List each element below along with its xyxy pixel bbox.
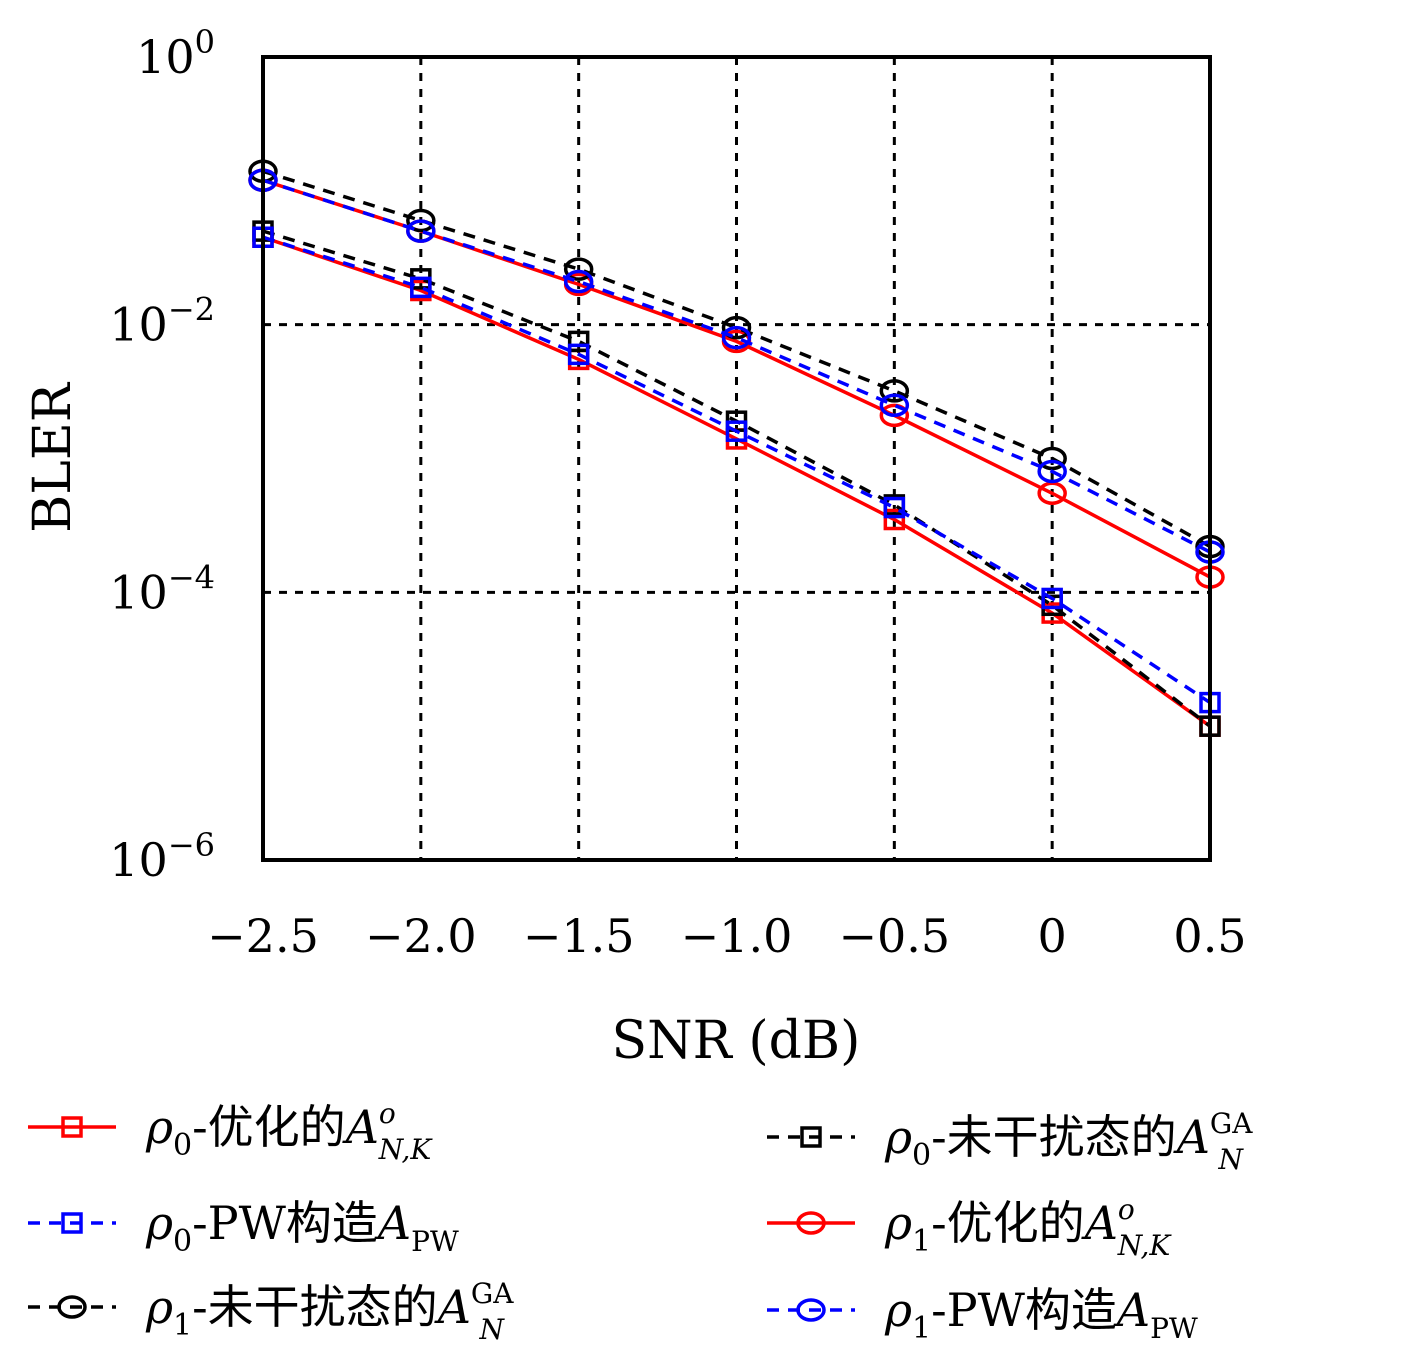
data-point bbox=[410, 276, 432, 299]
legend-label: ρ1-优化的Ao N,K bbox=[884, 1193, 1172, 1262]
data-point bbox=[721, 325, 752, 350]
legend-label: ρ0-未干扰态的AGA N bbox=[884, 1107, 1253, 1176]
x-tick-label: −2.5 bbox=[207, 909, 319, 963]
series-line-5 bbox=[262, 178, 1211, 554]
legend-item: ρ1-优化的Ao N,K bbox=[767, 1193, 1172, 1262]
x-tick-label: −1.0 bbox=[681, 909, 793, 963]
x-tick-label: 0 bbox=[1038, 909, 1067, 963]
data-point bbox=[883, 508, 906, 531]
data-point bbox=[1037, 481, 1067, 505]
data-point bbox=[563, 257, 594, 281]
legend-marker bbox=[61, 1212, 83, 1234]
legend-item: ρ0-PW构造APW bbox=[28, 1196, 459, 1259]
data-point bbox=[879, 403, 910, 428]
legend-item: ρ0-未干扰态的AGA N bbox=[767, 1107, 1253, 1176]
series-line-2 bbox=[262, 235, 1211, 705]
y-tick-label: 10−4 bbox=[109, 558, 215, 619]
data-point bbox=[1037, 446, 1067, 471]
legend-marker bbox=[796, 1211, 826, 1235]
series-line-4 bbox=[262, 169, 1211, 549]
data-point bbox=[567, 343, 590, 366]
data-point bbox=[879, 393, 910, 417]
x-tick-labels: −2.5 −2.0 −1.5 −1.0 −0.5 0 0.5 bbox=[207, 909, 1246, 963]
legend-item: ρ1-PW构造APW bbox=[767, 1283, 1198, 1346]
legend-label: ρ0-PW构造APW bbox=[145, 1196, 459, 1259]
data-point bbox=[406, 219, 436, 243]
plot-frame bbox=[261, 55, 1212, 862]
y-tick-label: 100 bbox=[136, 23, 215, 84]
x-tick-label: −1.5 bbox=[523, 909, 635, 963]
data-point bbox=[1037, 459, 1067, 484]
data-point bbox=[721, 315, 752, 340]
legend-label: ρ0-优化的Ao N,K bbox=[145, 1097, 433, 1166]
y-axis-title: BLER bbox=[23, 381, 83, 533]
x-tick-label: −2.0 bbox=[365, 909, 477, 963]
data-point bbox=[1041, 587, 1063, 610]
data-point bbox=[879, 379, 910, 403]
legend: ρ0-优化的Ao N,K ρ0-未干扰态的AGA N ρ0-PW构造APW ρ1-优化的A… bbox=[28, 1097, 1253, 1346]
legend-marker bbox=[57, 1295, 87, 1319]
grid-lines bbox=[263, 57, 1210, 860]
legend-item: ρ1-未干扰态的AGA N bbox=[28, 1277, 514, 1346]
legend-label: ρ1-未干扰态的AGA N bbox=[145, 1277, 514, 1346]
legend-item: ρ0-优化的Ao N,K bbox=[28, 1097, 433, 1166]
y-tick-label: 10−6 bbox=[109, 826, 215, 887]
y-tick-label: 10−2 bbox=[109, 291, 215, 352]
x-axis-title: SNR (dB) bbox=[612, 1011, 861, 1071]
legend-marker bbox=[800, 1126, 822, 1148]
data-point bbox=[883, 496, 906, 519]
data-point bbox=[725, 420, 748, 442]
x-tick-label: 0.5 bbox=[1173, 909, 1246, 963]
legend-label: ρ1-PW构造APW bbox=[884, 1283, 1198, 1346]
series-lines bbox=[248, 159, 1225, 737]
data-point bbox=[563, 269, 594, 294]
data-point bbox=[406, 208, 436, 233]
y-tick-labels: 100 10−2 10−4 10−6 bbox=[109, 23, 215, 887]
legend-marker bbox=[796, 1298, 826, 1322]
data-point bbox=[567, 330, 590, 353]
x-tick-label: −0.5 bbox=[838, 909, 950, 963]
legend-marker bbox=[61, 1116, 83, 1138]
